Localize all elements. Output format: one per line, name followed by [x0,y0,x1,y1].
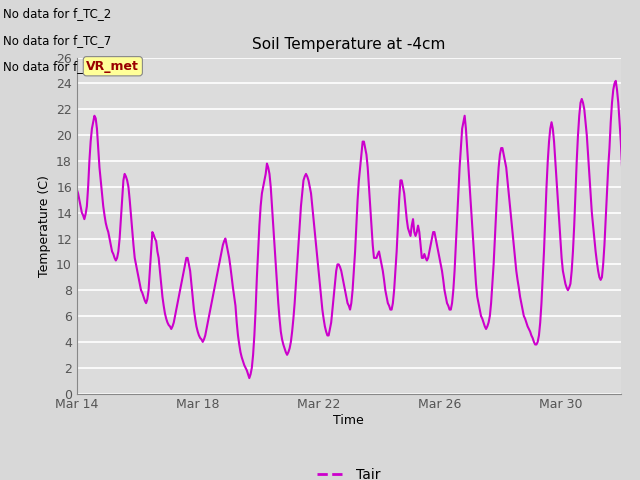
Text: No data for f_TC_12: No data for f_TC_12 [3,60,119,73]
X-axis label: Time: Time [333,414,364,427]
Text: VR_met: VR_met [86,60,140,73]
Text: No data for f_TC_7: No data for f_TC_7 [3,34,111,47]
Legend: Tair: Tair [312,462,386,480]
Text: No data for f_TC_2: No data for f_TC_2 [3,7,111,20]
Y-axis label: Temperature (C): Temperature (C) [38,175,51,276]
Title: Soil Temperature at -4cm: Soil Temperature at -4cm [252,37,445,52]
